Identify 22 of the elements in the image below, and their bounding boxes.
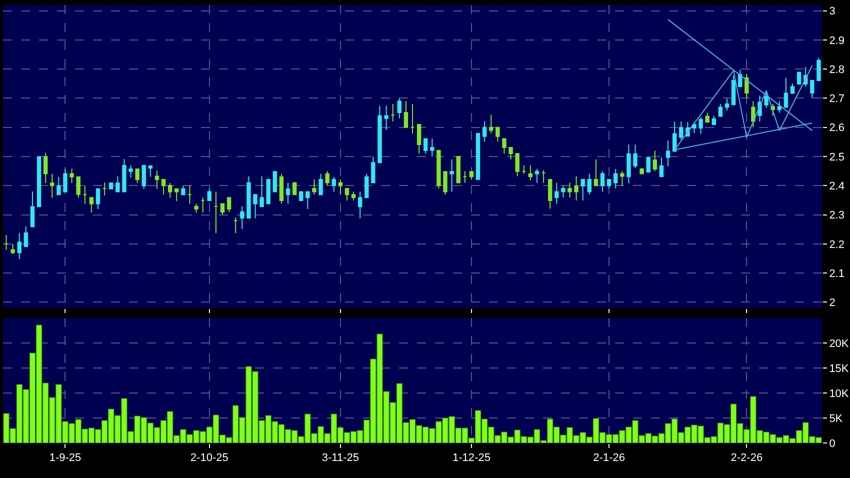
y-tick-label: 2.4 — [829, 180, 844, 192]
y-tick-label: 2.5 — [829, 151, 844, 164]
x-tick-label: 1-12-25 — [452, 452, 490, 464]
y-tick-label: 2.6 — [829, 122, 844, 134]
x-tick-label: 1-9-25 — [49, 452, 82, 464]
y-tick-label: 2.1 — [829, 268, 844, 280]
y-tick-label: 2.2 — [829, 238, 844, 251]
y-tick-label: 3 — [829, 6, 836, 18]
y-tick-label: 2.9 — [829, 34, 844, 47]
y-tick-label: 2.3 — [829, 210, 844, 222]
y-tick-label: 2.8 — [829, 64, 844, 76]
x-tick-label: 3-11-25 — [322, 452, 359, 464]
x-tick-label: 2-2-26 — [730, 452, 763, 464]
y-tick-label: 0 — [829, 438, 836, 450]
y-tick-label: 2 — [829, 297, 836, 310]
x-tick-label: 2-1-26 — [593, 452, 625, 464]
y-tick-label: 20K — [829, 338, 850, 350]
y-tick-label: 10K — [829, 388, 850, 400]
y-tick-label: 2.7 — [829, 93, 844, 106]
y-tick-label: 5K — [829, 412, 844, 425]
y-tick-label: 15K — [829, 362, 850, 375]
x-tick-label: 2-10-25 — [190, 452, 228, 464]
